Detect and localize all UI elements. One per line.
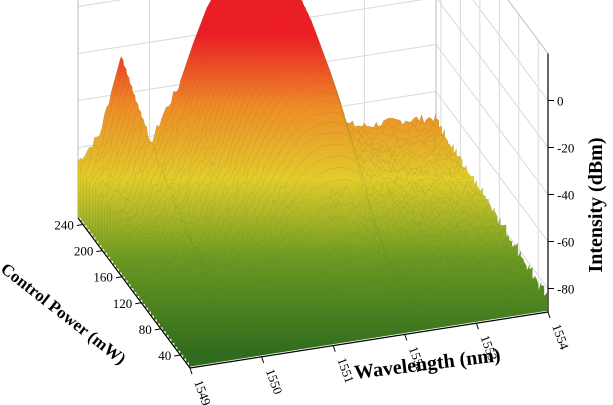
surface-row (188, 273, 548, 367)
x-tick (189, 367, 193, 375)
grid-line (472, 0, 549, 101)
z-tick-label: -20 (557, 141, 574, 156)
y-tick-label: 200 (74, 244, 94, 259)
y-tick (135, 302, 142, 305)
x-tick (261, 356, 265, 363)
y-tick (76, 224, 83, 227)
x-tick (475, 323, 479, 330)
z-tick-label: 0 (557, 94, 564, 109)
y-tick-label: 40 (158, 348, 171, 363)
surface-layer (77, 0, 548, 367)
z-tick-label: -60 (557, 235, 574, 250)
axis-layer: 1549 1550 1551 1552 1553 15544080120160200240… (54, 53, 574, 405)
x-tick (332, 345, 336, 352)
x-axis-line (189, 311, 549, 369)
y-tick-label: 80 (139, 322, 152, 337)
x-tick-label: 1549 (191, 378, 214, 405)
y-tick (96, 250, 103, 253)
y-tick (115, 276, 122, 279)
x-tick (404, 334, 408, 341)
x-tick-label: 1550 (263, 367, 286, 397)
y-tick (174, 354, 181, 357)
y-tick-label: 120 (113, 296, 133, 311)
y-axis-line (77, 217, 191, 369)
grid-line (435, 44, 549, 195)
grid-line (435, 91, 549, 242)
x-axis-label: Wavelength (nm) (353, 344, 502, 384)
y-tick-label: 160 (93, 270, 113, 285)
z-tick-label: -80 (557, 282, 574, 297)
x-tick-label: 1554 (549, 322, 572, 352)
grid-line (437, 0, 549, 148)
x-tick (547, 311, 551, 319)
z-tick-label: -40 (557, 188, 574, 203)
z-axis-label: Intensity (dBm) (585, 137, 607, 272)
y-tick-label: 240 (54, 218, 74, 233)
y-tick (154, 328, 161, 331)
frame-edge (507, 0, 549, 54)
